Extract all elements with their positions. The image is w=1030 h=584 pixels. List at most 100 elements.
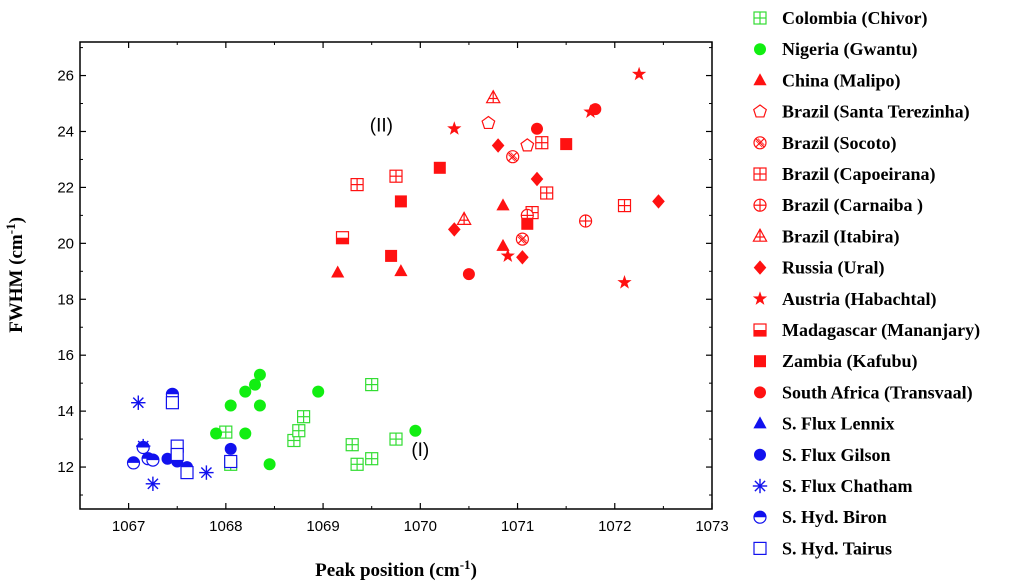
data-point — [145, 476, 161, 491]
legend-item: Austria (Habachtal) — [752, 289, 937, 310]
legend-label: S. Hyd. Biron — [782, 507, 887, 527]
data-point — [146, 453, 160, 467]
series-brazil-santa-terezinha — [481, 115, 535, 152]
x-tick-label: 1067 — [112, 518, 145, 535]
legend-label: Brazil (Carnaiba ) — [782, 195, 923, 216]
legend-marker — [753, 104, 767, 118]
legend-marker — [753, 541, 767, 556]
y-tick-label: 18 — [57, 291, 74, 308]
series-zambia-kafubu — [385, 138, 573, 262]
series-nigeria-gwantu — [210, 368, 422, 471]
legend-label: Brazil (Santa Terezinha) — [782, 102, 970, 123]
legend-label: China (Malipo) — [782, 70, 901, 91]
data-point — [617, 275, 632, 289]
data-point — [540, 186, 554, 200]
legend-item: Russia (Ural) — [753, 258, 885, 279]
legend-marker — [753, 198, 767, 212]
region-label: (II) — [370, 115, 393, 136]
legend-marker — [754, 386, 766, 399]
legend-label: Brazil (Capoeirana) — [782, 164, 935, 185]
legend-item: Nigeria (Gwantu) — [754, 39, 917, 60]
data-point — [239, 385, 252, 398]
data-point — [496, 198, 510, 211]
data-point — [652, 194, 665, 209]
data-point — [292, 424, 306, 438]
legend-marker — [753, 11, 767, 25]
data-points — [126, 66, 665, 491]
data-point — [448, 222, 461, 237]
data-point — [365, 378, 379, 392]
legend-item: China (Malipo) — [753, 70, 901, 91]
axis-ticks: 1067 1068 1069 1070 1071 1072 1073 12 14 16 18 20 22… — [57, 42, 729, 535]
series-s-hyd-biron — [126, 387, 179, 470]
legend-marker — [753, 323, 767, 337]
legend-item: Brazil (Socoto) — [753, 133, 896, 154]
legend: Colombia (Chivor) Nigeria (Gwantu) China (… — [752, 8, 980, 558]
data-point — [136, 440, 150, 455]
series-brazil-socoto — [506, 150, 530, 246]
x-axis-title: Peak position (cm-1) — [315, 557, 477, 582]
legend-item: S. Flux Lennix — [753, 414, 895, 434]
series-china-malipo — [331, 198, 510, 278]
data-point — [485, 89, 501, 104]
x-tick-label: 1070 — [404, 518, 437, 535]
y-tick-label: 16 — [57, 347, 74, 364]
series-madagascar-mananjary — [335, 231, 350, 245]
legend-label: South Africa (Transvaal) — [782, 382, 973, 403]
legend-item: Zambia (Kafubu) — [754, 351, 918, 372]
legend-marker — [753, 73, 767, 86]
y-tick-label: 22 — [57, 179, 74, 196]
data-point — [631, 66, 647, 81]
legend-item: S. Flux Gilson — [754, 445, 891, 465]
data-point — [516, 250, 529, 265]
data-point — [433, 161, 446, 174]
data-point — [131, 395, 146, 410]
y-tick-label: 26 — [57, 68, 74, 85]
data-point — [224, 454, 238, 469]
data-point — [224, 399, 237, 412]
legend-marker — [754, 355, 766, 368]
legend-marker — [753, 136, 767, 150]
data-point — [365, 452, 379, 466]
data-point — [506, 150, 520, 164]
data-point — [496, 238, 510, 251]
data-point — [456, 211, 472, 226]
series-south-africa-transvaal — [462, 103, 602, 281]
data-point — [126, 456, 141, 470]
data-point — [239, 427, 252, 440]
legend-marker — [753, 260, 767, 275]
legend-item: Brazil (Itabira) — [752, 226, 899, 247]
region-label: (I) — [411, 440, 429, 461]
legend-marker — [753, 510, 767, 524]
legend-marker — [753, 167, 767, 181]
data-point — [389, 169, 403, 183]
data-point — [447, 121, 462, 135]
legend-label: Austria (Habachtal) — [782, 289, 937, 310]
legend-marker — [752, 291, 768, 305]
data-point — [331, 265, 345, 278]
legend-label: S. Flux Gilson — [782, 445, 891, 465]
data-point — [491, 138, 505, 153]
x-tick-label: 1068 — [209, 518, 242, 535]
data-point — [210, 427, 223, 440]
data-point — [462, 268, 475, 281]
data-point — [521, 217, 534, 230]
legend-label: Russia (Ural) — [782, 258, 885, 279]
data-point — [560, 138, 573, 151]
y-tick-label: 20 — [57, 235, 74, 252]
legend-label: Zambia (Kafubu) — [782, 351, 918, 372]
data-point — [253, 368, 266, 381]
data-point — [180, 466, 194, 480]
data-point — [389, 432, 403, 446]
data-point — [535, 136, 549, 150]
data-point — [531, 122, 543, 135]
series-brazil-capoeirana — [350, 136, 632, 220]
legend-marker — [752, 478, 768, 494]
chart-annotations: (II) (I) — [370, 115, 429, 460]
data-point — [165, 396, 179, 410]
data-point — [385, 249, 398, 262]
data-point — [589, 103, 602, 116]
series-s-hyd-tairus — [165, 396, 238, 480]
legend-marker — [753, 416, 767, 429]
data-point — [263, 458, 276, 471]
